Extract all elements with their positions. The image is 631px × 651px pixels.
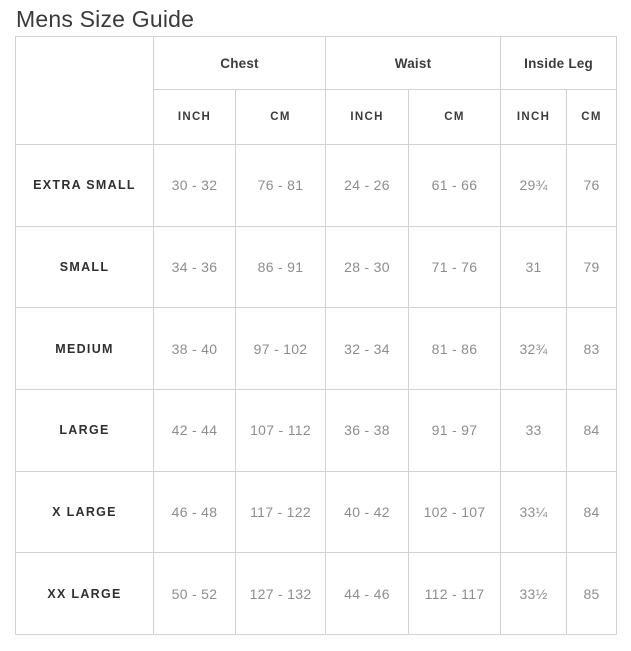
- table-row: SMALL 34 - 36 86 - 91 28 - 30 71 - 76 31…: [15, 225, 618, 309]
- table-row: XX LARGE 50 - 52 127 - 132 44 - 46 112 -…: [15, 552, 618, 636]
- size-label: EXTRA SMALL: [15, 144, 154, 227]
- inside-leg-inch-value: 33½: [500, 552, 568, 636]
- chest-inch-value: 38 - 40: [153, 307, 236, 391]
- inside-leg-cm-value: 76: [566, 144, 618, 227]
- unit-header-chest-cm: CM: [234, 89, 327, 145]
- chest-cm-value: 76 - 81: [234, 144, 327, 227]
- inside-leg-cm-value: 84: [566, 470, 618, 554]
- chest-inch-value: 30 - 32: [153, 144, 236, 227]
- chest-cm-value: 117 - 122: [234, 470, 327, 554]
- waist-inch-value: 32 - 34: [325, 307, 410, 391]
- header-row-groups: Chest Waist Inside Leg: [15, 36, 618, 145]
- table-row: MEDIUM 38 - 40 97 - 102 32 - 34 81 - 86 …: [15, 307, 618, 391]
- size-label: X LARGE: [15, 470, 154, 554]
- group-header-inside-leg: Inside Leg: [500, 36, 618, 90]
- size-label: XX LARGE: [15, 552, 154, 636]
- table-row: EXTRA SMALL 30 - 32 76 - 81 24 - 26 61 -…: [15, 144, 618, 227]
- waist-cm-value: 91 - 97: [408, 389, 502, 472]
- chest-inch-value: 42 - 44: [153, 389, 236, 472]
- inside-leg-inch-value: 33: [500, 389, 568, 472]
- waist-cm-value: 112 - 117: [408, 552, 502, 636]
- chest-cm-value: 97 - 102: [234, 307, 327, 391]
- chest-cm-value: 127 - 132: [234, 552, 327, 636]
- group-header-waist: Waist: [325, 36, 502, 90]
- table-body: EXTRA SMALL 30 - 32 76 - 81 24 - 26 61 -…: [15, 144, 618, 636]
- size-table-container: Chest Waist Inside Leg INCH CM INCH CM I…: [15, 36, 618, 636]
- inside-leg-cm-value: 79: [566, 225, 618, 309]
- waist-inch-value: 36 - 38: [325, 389, 410, 472]
- size-label: LARGE: [15, 389, 154, 472]
- unit-header-chest-inch: INCH: [153, 89, 236, 145]
- chest-inch-value: 34 - 36: [153, 225, 236, 309]
- waist-cm-value: 71 - 76: [408, 225, 502, 309]
- chest-cm-value: 107 - 112: [234, 389, 327, 472]
- waist-inch-value: 44 - 46: [325, 552, 410, 636]
- chest-inch-value: 46 - 48: [153, 470, 236, 554]
- inside-leg-inch-value: 32¾: [500, 307, 568, 391]
- inside-leg-cm-value: 84: [566, 389, 618, 472]
- waist-inch-value: 28 - 30: [325, 225, 410, 309]
- chest-cm-value: 86 - 91: [234, 225, 327, 309]
- inside-leg-cm-value: 83: [566, 307, 618, 391]
- waist-cm-value: 81 - 86: [408, 307, 502, 391]
- table-header: Chest Waist Inside Leg INCH CM INCH CM I…: [15, 36, 618, 145]
- unit-header-waist-cm: CM: [408, 89, 502, 145]
- waist-cm-value: 61 - 66: [408, 144, 502, 227]
- corner-cell: [15, 36, 154, 145]
- waist-inch-value: 24 - 26: [325, 144, 410, 227]
- waist-inch-value: 40 - 42: [325, 470, 410, 554]
- chest-inch-value: 50 - 52: [153, 552, 236, 636]
- size-label: MEDIUM: [15, 307, 154, 391]
- size-label: SMALL: [15, 225, 154, 309]
- inside-leg-inch-value: 29¾: [500, 144, 568, 227]
- group-header-chest: Chest: [152, 36, 327, 90]
- inside-leg-inch-value: 33¼: [500, 470, 568, 554]
- unit-header-inside-leg-inch: INCH: [500, 89, 568, 145]
- page-title: Mens Size Guide: [16, 6, 195, 32]
- table-row: X LARGE 46 - 48 117 - 122 40 - 42 102 - …: [15, 470, 618, 554]
- table-row: LARGE 42 - 44 107 - 112 36 - 38 91 - 97 …: [15, 389, 618, 472]
- inside-leg-cm-value: 85: [566, 552, 618, 636]
- waist-cm-value: 102 - 107: [408, 470, 502, 554]
- unit-header-waist-inch: INCH: [325, 89, 410, 145]
- inside-leg-inch-value: 31: [500, 225, 568, 309]
- size-guide-table: Chest Waist Inside Leg INCH CM INCH CM I…: [15, 36, 618, 636]
- unit-header-inside-leg-cm: CM: [566, 89, 618, 145]
- header-row-units: INCH CM INCH CM INCH CM: [16, 89, 618, 145]
